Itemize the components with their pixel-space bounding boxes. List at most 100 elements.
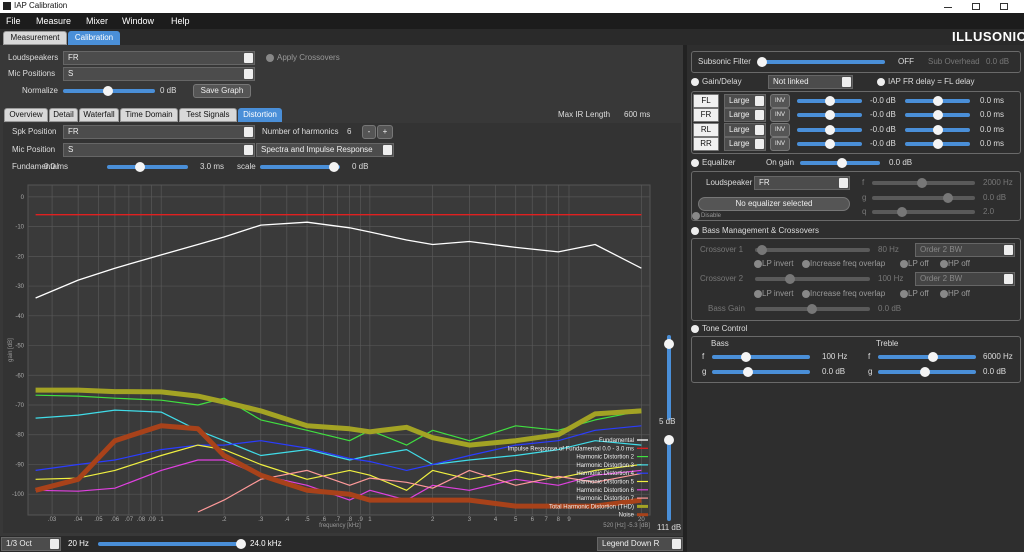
radio[interactable] [691,227,699,235]
minimize-button[interactable] [944,7,952,8]
slider-knob[interactable] [933,110,943,120]
slider-knob[interactable] [917,178,927,188]
close-button[interactable] [1000,3,1008,10]
label: -0.0 dB [870,110,896,119]
slider-track[interactable] [712,370,810,374]
slider-knob[interactable] [743,367,753,377]
button[interactable]: Distortion [238,108,282,122]
radio[interactable] [802,290,810,298]
v-slider-knob[interactable] [664,435,674,445]
slider-track[interactable] [755,248,870,252]
slider-track[interactable] [107,165,188,169]
slider-knob[interactable] [825,96,835,106]
v-slider-knob[interactable] [664,339,674,349]
slider-track[interactable] [98,542,245,546]
button[interactable]: INV [770,137,790,151]
dropdown[interactable]: FR [754,176,850,190]
slider-knob[interactable] [920,367,930,377]
slider-knob[interactable] [837,158,847,168]
dropdown[interactable]: FR [63,51,255,65]
slider-knob[interactable] [825,139,835,149]
slider-knob[interactable] [329,162,339,172]
slider-knob[interactable] [741,352,751,362]
button[interactable]: RL [693,123,719,137]
slider-knob[interactable] [928,352,938,362]
button[interactable]: INV [770,123,790,137]
radio[interactable] [266,54,274,62]
slider-knob[interactable] [933,139,943,149]
dropdown[interactable]: Large [724,108,766,122]
x-tick-label: .07 [125,517,134,523]
button[interactable]: RR [693,137,719,151]
radio[interactable] [900,260,908,268]
button[interactable]: + [377,125,393,139]
button[interactable]: Measurement [3,31,67,45]
slider-track[interactable] [260,165,340,169]
dropdown[interactable]: S [63,67,255,81]
button[interactable]: FR [693,108,719,122]
dropdown[interactable]: Legend Down R [597,537,683,551]
slider-track[interactable] [872,196,975,200]
button[interactable]: FL [693,94,719,108]
button[interactable]: INV [770,94,790,108]
dropdown[interactable]: Order 2 BW [915,272,1015,286]
menu-item[interactable]: Measure [36,16,72,26]
slider-track[interactable] [872,210,975,214]
maximize-button[interactable] [972,3,980,10]
radio[interactable] [691,325,699,333]
slider-track[interactable] [712,355,810,359]
radio[interactable] [802,260,810,268]
slider-knob[interactable] [933,96,943,106]
slider-knob[interactable] [943,193,953,203]
slider-knob[interactable] [825,125,835,135]
menu-item[interactable]: Window [122,16,155,26]
menu-item[interactable]: Mixer [86,16,108,26]
button[interactable]: - [362,125,376,139]
radio[interactable] [692,212,700,220]
dropdown[interactable]: S [63,143,255,157]
slider-knob[interactable] [897,207,907,217]
button[interactable]: Time Domain [120,108,178,122]
button[interactable]: Save Graph [193,84,251,98]
radio[interactable] [877,78,885,86]
button[interactable]: INV [770,108,790,122]
slider-knob[interactable] [825,110,835,120]
radio[interactable] [691,78,699,86]
dropdown[interactable]: 1/3 Oct [1,537,61,551]
dropdown[interactable]: FR [63,125,255,139]
slider-knob[interactable] [757,57,767,67]
dropdown[interactable]: Large [724,123,766,137]
dropdown[interactable]: Order 2 BW [915,243,1015,257]
slider-knob[interactable] [757,245,767,255]
radio[interactable] [691,159,699,167]
radio[interactable] [940,290,948,298]
button[interactable]: Waterfall [79,108,119,122]
menu-item[interactable]: Help [171,16,190,26]
slider-track[interactable] [755,277,870,281]
radio[interactable] [754,260,762,268]
slider-knob[interactable] [103,86,113,96]
dropdown[interactable]: Not linked [768,75,853,89]
radio[interactable] [940,260,948,268]
dropdown[interactable]: Large [724,94,766,108]
v-slider-track[interactable] [667,335,671,420]
slider-knob[interactable] [236,539,246,549]
button[interactable]: Detail [49,108,78,122]
slider-knob[interactable] [135,162,145,172]
button[interactable]: No equalizer selected [698,197,850,211]
slider-knob[interactable] [807,304,817,314]
button[interactable]: Calibration [68,31,120,45]
button[interactable]: Test Signals [179,108,237,122]
label: 24.0 kHz [250,539,282,548]
slider-track[interactable] [878,355,976,359]
slider-track[interactable] [758,60,885,64]
slider-knob[interactable] [785,274,795,284]
dropdown[interactable]: Large [724,137,766,151]
menu-item[interactable]: File [6,16,21,26]
button[interactable]: Overview [4,108,48,122]
radio[interactable] [754,290,762,298]
dropdown[interactable]: Spectra and Impulse Response [256,143,394,157]
v-slider-track[interactable] [667,436,671,521]
radio[interactable] [900,290,908,298]
slider-knob[interactable] [933,125,943,135]
